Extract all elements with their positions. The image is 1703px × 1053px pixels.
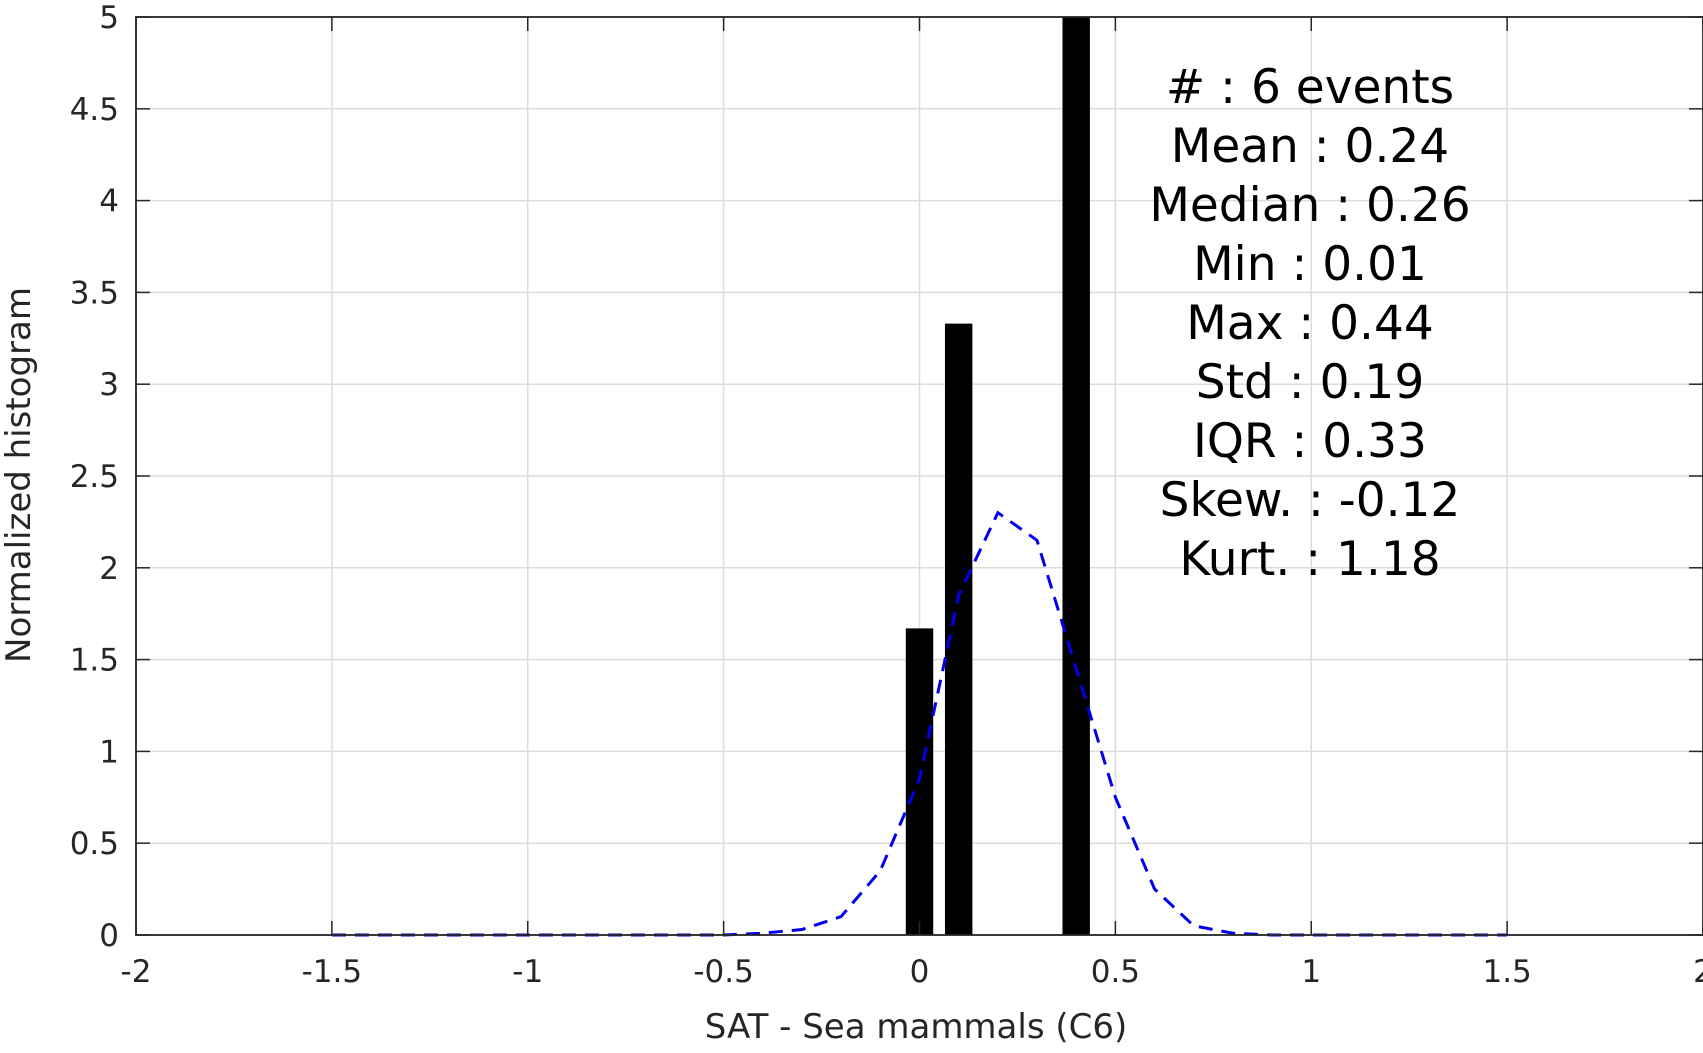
stat-label: Mean : 0.24 [1171, 119, 1449, 174]
x-tick-label: 2 [1693, 954, 1703, 990]
y-tick-label: 0 [99, 918, 119, 954]
stat-label: IQR : 0.33 [1193, 414, 1427, 469]
y-tick-label: 0.5 [70, 826, 119, 862]
y-tick-label: 2 [99, 551, 119, 587]
histogram-bar [1062, 17, 1089, 935]
x-tick-label: -1.5 [302, 954, 363, 990]
stat-label: Std : 0.19 [1196, 355, 1424, 410]
stat-label: # : 6 events [1166, 60, 1454, 115]
x-tick-label: 1.5 [1482, 954, 1531, 990]
y-tick-label: 1.5 [70, 643, 119, 679]
stat-label: Min : 0.01 [1193, 237, 1427, 292]
y-tick-label: 5 [99, 0, 119, 36]
y-axis-label: Normalized histogram [0, 287, 39, 663]
stat-label: Kurt. : 1.18 [1179, 532, 1440, 587]
stat-label: Max : 0.44 [1186, 296, 1434, 351]
x-tick-label: 0 [910, 954, 930, 990]
stat-label: Median : 0.26 [1149, 178, 1470, 233]
stat-line: Mean : 0.24 [1171, 119, 1449, 174]
y-tick-label: 4.5 [70, 92, 119, 128]
y-tick-label: 3.5 [70, 275, 119, 311]
stat-line: Max : 0.44 [1186, 296, 1434, 351]
stat-line: Skew. : -0.12 [1160, 473, 1461, 528]
x-tick-label: -0.5 [693, 954, 754, 990]
x-tick-label: -1 [512, 954, 543, 990]
x-tick-label: 1 [1301, 954, 1321, 990]
y-tick-label: 4 [99, 184, 119, 220]
stat-label: Skew. : -0.12 [1160, 473, 1461, 528]
y-tick-label: 1 [99, 734, 119, 770]
y-tick-label: 2.5 [70, 459, 119, 495]
statistics-box: # : 6 eventsMean : 0.24Median : 0.26Min … [1149, 60, 1470, 587]
histogram-bar [945, 324, 972, 935]
y-tick-label: 3 [99, 367, 119, 403]
stat-line: # : 6 events [1166, 60, 1454, 115]
x-tick-label: -2 [121, 954, 152, 990]
stat-line: Kurt. : 1.18 [1179, 532, 1440, 587]
x-axis-label: SAT - Sea mammals (C6) [705, 1007, 1128, 1047]
histogram-chart: -2 -1.5 -1 -0.5 0 0.5 1 1.5 2 0 0.5 1 1.5 2 2.5 3 3.5 4 4.… [0, 0, 1703, 1053]
stat-line: IQR : 0.33 [1193, 414, 1427, 469]
stat-line: Median : 0.26 [1149, 178, 1470, 233]
stat-line: Min : 0.01 [1193, 237, 1427, 292]
x-tick-label: 0.5 [1091, 954, 1140, 990]
stat-line: Std : 0.19 [1196, 355, 1424, 410]
